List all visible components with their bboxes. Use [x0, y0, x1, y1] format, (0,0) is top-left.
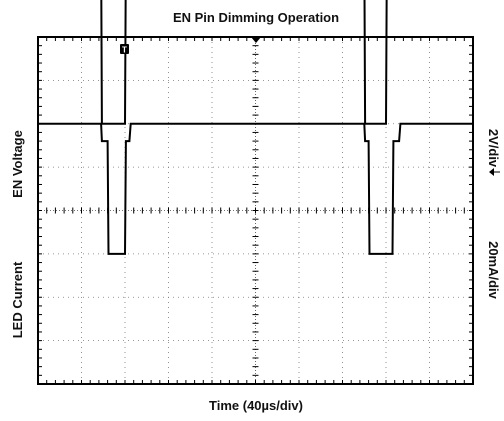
svg-text:T: T: [122, 46, 127, 55]
grid: [38, 37, 473, 384]
x-axis-label: Time (40µs/div): [209, 398, 303, 413]
en-voltage-label: EN Voltage: [10, 130, 25, 198]
led-current-scale: 20mA/div: [486, 241, 501, 300]
led-current-trace: [38, 122, 473, 255]
chart-title: EN Pin Dimming Operation: [173, 10, 339, 25]
led-current-label: LED Current: [10, 261, 25, 338]
trigger-icon: T: [120, 44, 129, 55]
ground-level-marker: [489, 168, 494, 176]
en-voltage-scale: 2V/div: [486, 129, 501, 168]
trigger-position-marker: [251, 37, 261, 43]
